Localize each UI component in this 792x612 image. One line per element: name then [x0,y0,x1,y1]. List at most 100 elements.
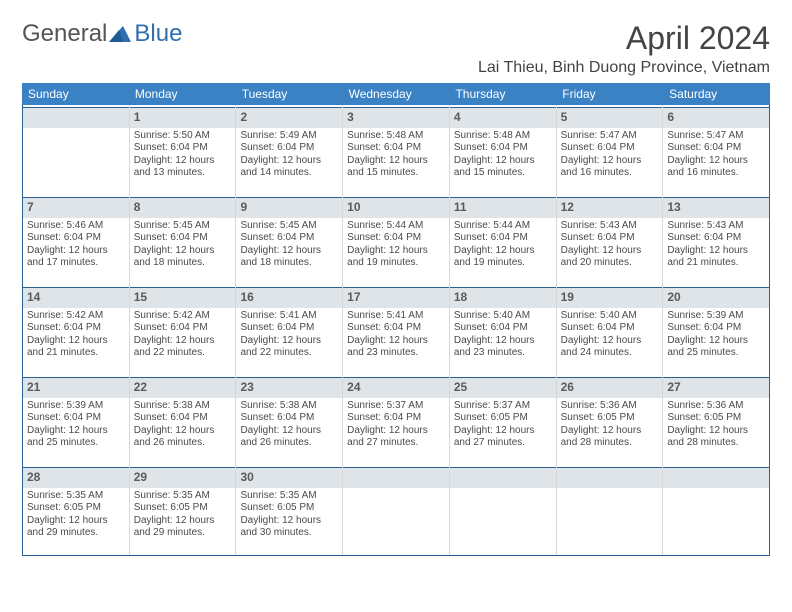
day-number: 30 [240,470,253,484]
sunset-text: Sunset: 6:04 PM [240,412,338,425]
day-number-row: 6 [663,107,769,128]
calendar-day: 1Sunrise: 5:50 AMSunset: 6:04 PMDaylight… [130,105,237,195]
logo-text-blue: Blue [134,20,182,48]
sunset-text: Sunset: 6:05 PM [240,502,338,515]
day-number-row: 15 [130,287,236,308]
sunset-text: Sunset: 6:04 PM [347,232,445,245]
calendar-week: 14Sunrise: 5:42 AMSunset: 6:04 PMDayligh… [23,285,769,375]
daylight-text: Daylight: 12 hours and 28 minutes. [561,425,659,450]
sunset-text: Sunset: 6:04 PM [240,232,338,245]
weekday-header: Wednesday [343,83,450,105]
calendar-day: 14Sunrise: 5:42 AMSunset: 6:04 PMDayligh… [23,285,130,375]
sunrise-text: Sunrise: 5:48 AM [454,130,552,143]
day-number-row: 19 [557,287,663,308]
calendar-day: 26Sunrise: 5:36 AMSunset: 6:05 PMDayligh… [557,375,664,465]
sunrise-text: Sunrise: 5:44 AM [347,220,445,233]
sunrise-text: Sunrise: 5:39 AM [667,310,765,323]
day-number: 23 [240,380,253,394]
calendar-day: 13Sunrise: 5:43 AMSunset: 6:04 PMDayligh… [663,195,769,285]
sunset-text: Sunset: 6:04 PM [240,322,338,335]
day-number: 26 [561,380,574,394]
sunset-text: Sunset: 6:04 PM [561,322,659,335]
daylight-text: Daylight: 12 hours and 25 minutes. [667,335,765,360]
day-number-row [343,467,449,488]
day-number: 10 [347,200,360,214]
sunrise-text: Sunrise: 5:47 AM [561,130,659,143]
daylight-text: Daylight: 12 hours and 30 minutes. [240,515,338,540]
daylight-text: Daylight: 12 hours and 27 minutes. [347,425,445,450]
day-number: 27 [667,380,680,394]
sunset-text: Sunset: 6:04 PM [134,142,232,155]
sunrise-text: Sunrise: 5:40 AM [561,310,659,323]
day-number-row: 20 [663,287,769,308]
day-number-row [23,107,129,128]
day-number-row: 2 [236,107,342,128]
day-number-row: 25 [450,377,556,398]
sunrise-text: Sunrise: 5:39 AM [27,400,125,413]
calendar-day: 4Sunrise: 5:48 AMSunset: 6:04 PMDaylight… [450,105,557,195]
daylight-text: Daylight: 12 hours and 27 minutes. [454,425,552,450]
daylight-text: Daylight: 12 hours and 17 minutes. [27,245,125,270]
calendar-day: 17Sunrise: 5:41 AMSunset: 6:04 PMDayligh… [343,285,450,375]
calendar-day: 8Sunrise: 5:45 AMSunset: 6:04 PMDaylight… [130,195,237,285]
sunrise-text: Sunrise: 5:38 AM [240,400,338,413]
sunrise-text: Sunrise: 5:43 AM [667,220,765,233]
day-number: 4 [454,110,461,124]
day-number: 19 [561,290,574,304]
sunrise-text: Sunrise: 5:50 AM [134,130,232,143]
daylight-text: Daylight: 12 hours and 26 minutes. [240,425,338,450]
calendar-day: 12Sunrise: 5:43 AMSunset: 6:04 PMDayligh… [557,195,664,285]
weekday-header: Tuesday [236,83,343,105]
calendar-day: 7Sunrise: 5:46 AMSunset: 6:04 PMDaylight… [23,195,130,285]
day-number [454,470,457,484]
day-number: 1 [134,110,141,124]
calendar-day: 20 Sunrise: 5:39 AMSunset: 6:04 PMDayligh… [663,285,769,375]
weekday-header: Monday [129,83,236,105]
sunrise-text: Sunrise: 5:35 AM [27,490,125,503]
calendar-day: 18Sunrise: 5:40 AMSunset: 6:04 PMDayligh… [450,285,557,375]
day-number: 17 [347,290,360,304]
calendar-day: 22Sunrise: 5:38 AMSunset: 6:04 PMDayligh… [130,375,237,465]
calendar-day: 29Sunrise: 5:35 AMSunset: 6:05 PMDayligh… [130,465,237,555]
calendar-day [663,465,769,555]
day-number-row: 3 [343,107,449,128]
calendar-day: 30Sunrise: 5:35 AMSunset: 6:05 PMDayligh… [236,465,343,555]
sunrise-text: Sunrise: 5:36 AM [561,400,659,413]
sunrise-text: Sunrise: 5:35 AM [134,490,232,503]
daylight-text: Daylight: 12 hours and 21 minutes. [667,245,765,270]
calendar-day: 27Sunrise: 5:36 AMSunset: 6:05 PMDayligh… [663,375,769,465]
logo-text-general: General [22,20,107,48]
day-number-row: 10 [343,197,449,218]
day-number: 18 [454,290,467,304]
weekday-header: Thursday [449,83,556,105]
day-number: 7 [27,200,34,214]
daylight-text: Daylight: 12 hours and 16 minutes. [667,155,765,180]
day-number [667,470,670,484]
day-number-row: 4 [450,107,556,128]
calendar-day: 10 Sunrise: 5:44 AMSunset: 6:04 PMDayligh… [343,195,450,285]
title-block: April 2024 Lai Thieu, Binh Duong Provinc… [478,20,770,77]
calendar-day: 9Sunrise: 5:45 AMSunset: 6:04 PMDaylight… [236,195,343,285]
day-number-row: 22 [130,377,236,398]
daylight-text: Daylight: 12 hours and 23 minutes. [454,335,552,360]
calendar-week: 7Sunrise: 5:46 AMSunset: 6:04 PMDaylight… [23,195,769,285]
calendar: SundayMondayTuesdayWednesdayThursdayFrid… [22,83,770,556]
sunset-text: Sunset: 6:04 PM [667,322,765,335]
logo: General Blue [22,20,182,48]
calendar-day: 28Sunrise: 5:35 AMSunset: 6:05 PMDayligh… [23,465,130,555]
sunset-text: Sunset: 6:04 PM [667,142,765,155]
sunrise-text: Sunrise: 5:45 AM [134,220,232,233]
daylight-text: Daylight: 12 hours and 19 minutes. [347,245,445,270]
day-number-row [663,467,769,488]
day-number: 3 [347,110,354,124]
calendar-week: 28Sunrise: 5:35 AMSunset: 6:05 PMDayligh… [23,465,769,555]
calendar-week: 1Sunrise: 5:50 AMSunset: 6:04 PMDaylight… [23,105,769,195]
weekday-header: Friday [556,83,663,105]
sunset-text: Sunset: 6:04 PM [27,232,125,245]
month-title: April 2024 [478,20,770,57]
day-number-row [557,467,663,488]
day-number: 25 [454,380,467,394]
sunset-text: Sunset: 6:04 PM [347,322,445,335]
location: Lai Thieu, Binh Duong Province, Vietnam [478,59,770,77]
day-number: 8 [134,200,141,214]
